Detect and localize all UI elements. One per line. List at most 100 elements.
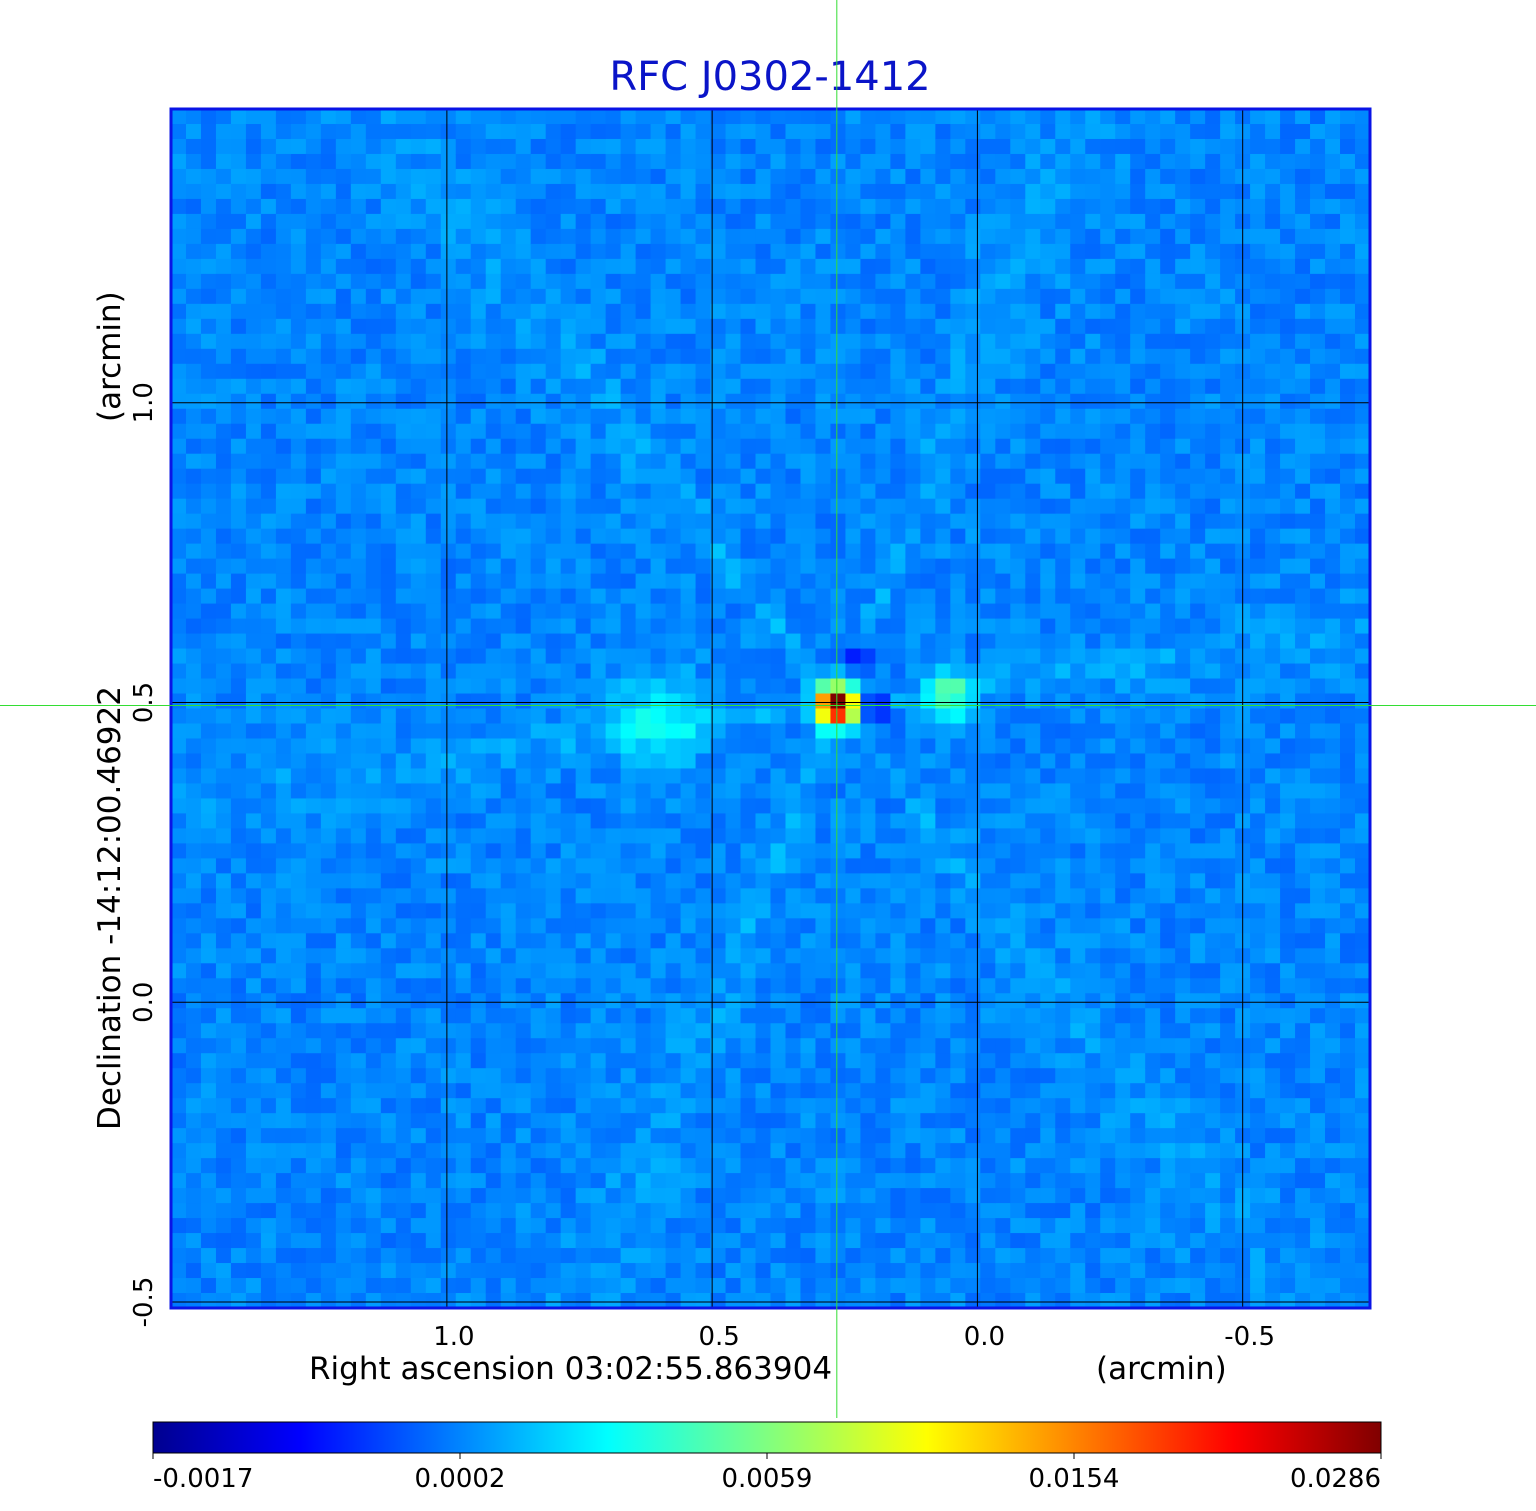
image-pixel: [890, 618, 906, 635]
image-pixel: [950, 288, 966, 305]
image-pixel: [800, 528, 817, 545]
image-pixel: [845, 123, 862, 140]
image-pixel: [350, 1188, 367, 1204]
image-pixel: [530, 288, 547, 305]
image-pixel: [1025, 423, 1041, 440]
image-pixel: [920, 693, 936, 710]
image-pixel: [1025, 1218, 1041, 1234]
image-pixel: [725, 558, 742, 575]
image-pixel: [1085, 648, 1101, 665]
image-pixel: [740, 528, 757, 545]
image-pixel: [485, 1143, 502, 1159]
image-pixel: [245, 858, 262, 874]
image-pixel: [725, 1218, 742, 1234]
image-pixel: [935, 858, 951, 874]
image-pixel: [260, 1053, 277, 1069]
image-pixel: [275, 183, 292, 200]
image-pixel: [1055, 813, 1071, 829]
image-pixel: [950, 109, 966, 125]
image-pixel: [785, 528, 802, 545]
image-pixel: [215, 738, 232, 755]
image-pixel: [171, 1023, 187, 1039]
image-pixel: [965, 978, 981, 994]
image-pixel: [935, 363, 951, 380]
image-pixel: [755, 333, 772, 350]
image-pixel: [455, 318, 472, 335]
image-pixel: [815, 1233, 832, 1249]
image-pixel: [575, 318, 592, 335]
image-pixel: [380, 1158, 397, 1174]
image-pixel: [620, 1098, 637, 1114]
image-pixel: [425, 453, 442, 470]
image-pixel: [680, 1263, 697, 1279]
image-pixel: [1010, 933, 1026, 949]
image-pixel: [620, 1023, 637, 1039]
image-pixel: [1085, 918, 1101, 934]
image-pixel: [800, 918, 817, 934]
image-pixel: [305, 273, 322, 290]
image-pixel: [785, 1023, 802, 1039]
image-pixel: [1025, 708, 1041, 725]
image-pixel: [350, 873, 367, 889]
image-pixel: [410, 648, 427, 665]
image-pixel: [1025, 783, 1041, 800]
image-pixel: [950, 1173, 966, 1189]
image-pixel: [575, 438, 592, 455]
image-pixel: [245, 483, 262, 500]
image-pixel: [1010, 903, 1026, 919]
image-pixel: [455, 1188, 472, 1204]
image-pixel: [995, 813, 1011, 829]
image-pixel: [245, 1188, 262, 1204]
image-pixel: [1010, 363, 1026, 380]
image-pixel: [230, 783, 247, 800]
image-pixel: [800, 273, 817, 290]
image-pixel: [650, 708, 667, 725]
image-pixel: [1040, 213, 1056, 230]
image-pixel: [815, 408, 832, 425]
image-pixel: [485, 408, 502, 425]
image-pixel: [770, 978, 787, 994]
image-pixel: [950, 1248, 966, 1264]
image-pixel: [575, 498, 592, 515]
image-pixel: [1055, 798, 1071, 815]
image-pixel: [950, 333, 966, 350]
image-pixel: [380, 708, 397, 725]
image-pixel: [965, 588, 981, 605]
image-pixel: [860, 963, 877, 979]
image-pixel: [335, 753, 352, 770]
image-pixel: [830, 468, 847, 485]
image-pixel: [1010, 453, 1026, 470]
image-pixel: [1010, 109, 1026, 125]
image-pixel: [995, 918, 1011, 934]
image-pixel: [455, 1158, 472, 1174]
image-pixel: [1070, 243, 1086, 260]
image-pixel: [920, 1158, 936, 1174]
image-pixel: [710, 228, 727, 245]
image-pixel: [455, 168, 472, 185]
image-pixel: [965, 228, 981, 245]
image-pixel: [770, 528, 787, 545]
image-pixel: [800, 1083, 817, 1099]
image-pixel: [350, 213, 367, 230]
image-pixel: [635, 633, 652, 650]
image-pixel: [770, 1293, 787, 1308]
image-pixel: [290, 1053, 307, 1069]
image-pixel: [365, 678, 382, 695]
image-pixel: [755, 1023, 772, 1039]
image-pixel: [800, 393, 817, 410]
image-pixel: [410, 363, 427, 380]
image-pixel: [530, 858, 547, 874]
image-pixel: [740, 1128, 757, 1144]
image-pixel: [1085, 168, 1101, 185]
image-pixel: [500, 648, 517, 665]
image-pixel: [530, 1233, 547, 1249]
image-pixel: [545, 948, 562, 964]
image-pixel: [560, 1053, 577, 1069]
image-pixel: [545, 468, 562, 485]
image-pixel: [171, 1218, 187, 1234]
image-pixel: [185, 1143, 202, 1159]
image-pixel: [335, 693, 352, 710]
image-pixel: [770, 693, 787, 710]
image-pixel: [950, 153, 966, 170]
image-pixel: [530, 888, 547, 904]
